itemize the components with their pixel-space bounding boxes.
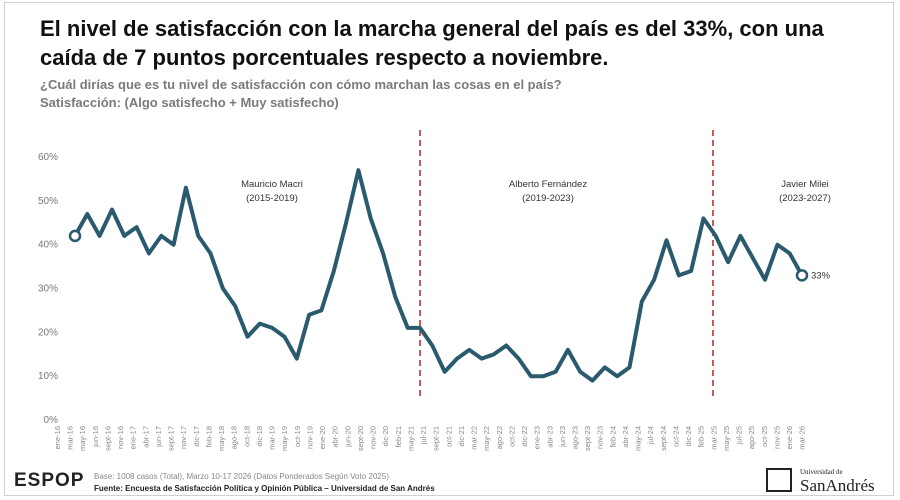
era-label: Alberto Fernández <box>509 179 587 190</box>
x-tick-label: may-19 <box>280 426 289 451</box>
y-tick-label: 60% <box>38 152 58 163</box>
x-tick-label: nov-16 <box>116 426 125 449</box>
x-tick-label: mar-22 <box>470 426 479 450</box>
x-tick-label: sept-17 <box>167 426 176 451</box>
x-tick-label: nov-20 <box>369 426 378 449</box>
x-tick-label: dic-24 <box>684 426 693 446</box>
y-tick-label: 20% <box>38 327 58 338</box>
x-tick-label: oct-25 <box>760 426 769 447</box>
x-tick-label: ene-20 <box>318 426 327 449</box>
x-tick-label: jun-23 <box>558 426 567 448</box>
x-tick-label: jul-25 <box>735 426 744 445</box>
x-tick-label: dic-18 <box>255 426 264 446</box>
x-tick-label: mar-19 <box>268 426 277 450</box>
x-tick-label: oct-21 <box>444 426 453 447</box>
logo-big: SanAndrés <box>800 476 875 495</box>
x-tick-label: feb-18 <box>204 426 213 447</box>
era-period: (2015-2019) <box>246 193 298 204</box>
x-tick-label: may-25 <box>722 426 731 451</box>
x-tick-label: sept-16 <box>103 426 112 451</box>
end-marker <box>68 229 82 243</box>
x-tick-label: ene-23 <box>533 426 542 449</box>
x-tick-label: abr-20 <box>331 426 340 448</box>
data-line <box>73 168 804 383</box>
y-tick-label: 0% <box>44 415 59 426</box>
x-tick-label: sept-20 <box>356 426 365 451</box>
x-tick-label: dic-17 <box>192 426 201 446</box>
x-tick-label: jun-20 <box>343 426 352 448</box>
x-tick-label: abr-24 <box>621 426 630 448</box>
era-label: Javier Milei <box>781 179 829 190</box>
x-tick-label: ene-16 <box>53 426 62 449</box>
value-label: 33% <box>811 270 831 281</box>
x-tick-label: ene-17 <box>129 426 138 449</box>
brand: ESPOP <box>14 470 85 491</box>
title: El nivel de satisfacción con la marcha g… <box>40 16 824 70</box>
x-tick-label: feb-25 <box>697 426 706 447</box>
x-tick-label: jul-21 <box>419 426 428 445</box>
y-tick-label: 50% <box>38 196 58 207</box>
x-tick-label: mar-26 <box>798 426 807 450</box>
x-tick-label: abr-17 <box>141 426 150 448</box>
x-tick-label: sept-24 <box>659 426 668 451</box>
subtitle: Satisfacción: (Algo satisfecho + Muy sat… <box>40 95 339 110</box>
x-tick-label: jun-17 <box>154 426 163 448</box>
x-tick-label: sept-23 <box>583 426 592 451</box>
x-tick-label: ago-18 <box>230 426 239 449</box>
x-tick-label: mar-25 <box>709 426 718 450</box>
x-tick-label: oct-22 <box>507 426 516 447</box>
x-tick-label: mar-16 <box>66 426 75 450</box>
x-tick-label: may-18 <box>217 426 226 451</box>
x-tick-label: nov-23 <box>596 426 605 449</box>
x-tick-label: ene-26 <box>785 426 794 449</box>
source-note: Fuente: Encuesta de Satisfacción Polític… <box>94 484 435 493</box>
x-tick-label: nov-25 <box>772 426 781 449</box>
x-tick-label: nov-19 <box>305 426 314 449</box>
logo-small: Universidad de <box>800 468 843 476</box>
x-tick-label: ago-22 <box>495 426 504 449</box>
x-tick-label: feb-21 <box>394 426 403 447</box>
x-tick-label: jul-24 <box>646 426 655 445</box>
x-tick-label: feb-24 <box>608 426 617 447</box>
x-tick-label: may-22 <box>482 426 491 451</box>
frame <box>4 2 894 496</box>
base-note: Base: 1008 casos (Total), Marzo 10-17 20… <box>94 472 389 481</box>
era-label: Mauricio Macri <box>241 179 303 190</box>
x-tick-label: oct-19 <box>293 426 302 447</box>
x-tick-label: abr-23 <box>545 426 554 448</box>
y-tick-label: 40% <box>38 240 58 251</box>
logo-emblem <box>766 468 792 492</box>
x-tick-label: sept-21 <box>432 426 441 451</box>
x-tick-label: dic-22 <box>520 426 529 446</box>
x-tick-label: dic-20 <box>381 426 390 446</box>
end-marker <box>795 269 809 282</box>
chart: 0% 10% 20% 30% 40% 50% 60% ene-16 mar-16 may-16 ju… <box>38 130 831 451</box>
x-tick-label: jun-16 <box>91 426 100 448</box>
x-tick-label: dic-21 <box>457 426 466 446</box>
y-tick-label: 10% <box>38 371 58 382</box>
x-tick-label: nov-17 <box>179 426 188 449</box>
era-period: (2019-2023) <box>522 193 574 204</box>
y-tick-label: 30% <box>38 284 58 295</box>
x-tick-label: may-21 <box>406 426 415 451</box>
era-period: (2023-2027) <box>779 193 831 204</box>
x-tick-label: oct-24 <box>671 426 680 447</box>
x-tick-label: may-16 <box>78 426 87 451</box>
x-tick-label: oct-18 <box>242 426 251 447</box>
x-tick-label: ago-25 <box>747 426 756 449</box>
x-tick-label: may-24 <box>634 426 643 451</box>
subtitle: ¿Cuál dirías que es tu nivel de satisfac… <box>40 77 562 92</box>
x-tick-label: ago-23 <box>571 426 580 449</box>
